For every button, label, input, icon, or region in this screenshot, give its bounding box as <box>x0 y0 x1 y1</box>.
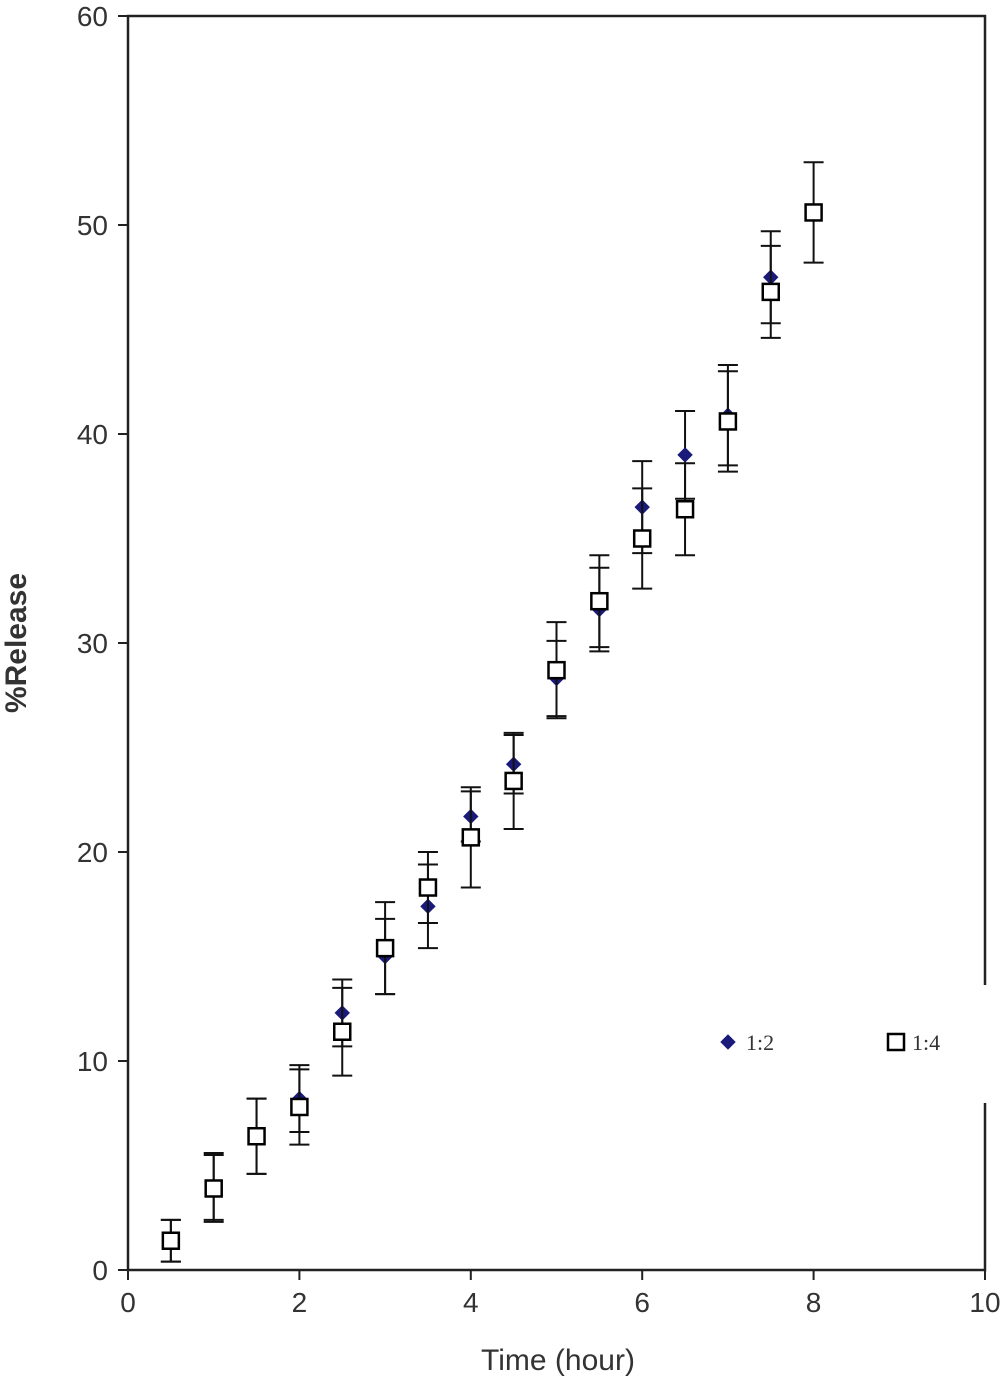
legend-box <box>975 985 995 1103</box>
data-point <box>804 203 823 222</box>
data-point <box>761 282 780 302</box>
x-tick-label: 2 <box>292 1287 308 1318</box>
data-point <box>632 529 652 548</box>
legend-label-2: 1:4 <box>912 1030 940 1055</box>
series-1 <box>160 230 781 1263</box>
data-point <box>290 1097 309 1117</box>
x-tick-label: 10 <box>969 1287 1000 1318</box>
data-point <box>504 771 523 791</box>
legend-marker-2 <box>886 1032 906 1052</box>
data-point <box>675 499 695 519</box>
y-tick-label: 60 <box>77 1 108 32</box>
x-tick-label: 6 <box>634 1287 650 1318</box>
series-2 <box>160 161 824 1263</box>
data-point <box>677 447 693 463</box>
data-point <box>247 1126 266 1146</box>
data-point <box>718 412 738 431</box>
data-point <box>461 828 481 847</box>
y-tick-label: 20 <box>77 837 108 868</box>
x-tick-label: 0 <box>120 1287 136 1318</box>
x-tick-label: 4 <box>463 1287 479 1318</box>
legend: 1:2 1:4 <box>720 1030 940 1055</box>
data-point <box>590 591 609 611</box>
y-tick-label: 0 <box>92 1255 108 1286</box>
legend-label-1: 1:2 <box>746 1030 774 1055</box>
data-point <box>418 878 438 897</box>
x-tick-label: 8 <box>806 1287 822 1318</box>
y-tick-label: 40 <box>77 419 108 450</box>
y-tick-label: 10 <box>77 1046 108 1077</box>
legend-marker-1 <box>720 1034 736 1050</box>
data-point <box>547 660 566 680</box>
y-tick-label: 30 <box>77 628 108 659</box>
data-point <box>375 938 395 958</box>
y-tick-label: 50 <box>77 210 108 241</box>
y-axis-title: %Release <box>0 573 33 713</box>
data-point <box>333 1022 352 1041</box>
data-point <box>204 1179 223 1198</box>
data-point <box>161 1231 181 1250</box>
x-axis-title: Time (hour) <box>481 1344 635 1377</box>
